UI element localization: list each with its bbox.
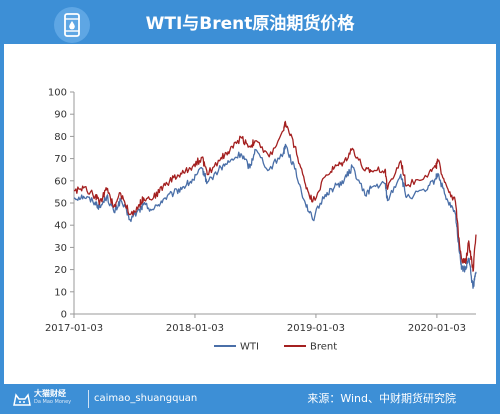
series-line-wti xyxy=(73,143,477,289)
line-chart: 0 10 20 30 40 50 60 70 80 90 100 2017-01-03 2018-01-… xyxy=(45,88,477,353)
y-tick-label: 40 xyxy=(54,221,67,232)
legend-label-brent: Brent xyxy=(310,342,337,353)
oil-barrel-icon xyxy=(54,7,90,43)
y-tick-label: 0 xyxy=(61,310,67,321)
cat-logo-icon xyxy=(13,393,31,406)
y-tick-label: 10 xyxy=(54,287,67,298)
y-tick-label: 70 xyxy=(54,154,67,165)
x-tick-label: 2018-01-03 xyxy=(166,323,224,334)
y-tick-label: 60 xyxy=(54,176,67,187)
y-tick-label: 20 xyxy=(54,265,67,276)
x-tick-label: 2019-01-03 xyxy=(287,323,345,334)
brand-name-en: Da Mao Money xyxy=(34,399,72,405)
footer-divider xyxy=(88,390,89,408)
chart-header: WTI与Brent原油期货价格 xyxy=(4,4,496,44)
x-tick-label: 2020-01-03 xyxy=(408,323,466,334)
y-tick-label: 80 xyxy=(54,132,67,143)
social-handle: caimao_shuangquan xyxy=(94,393,198,404)
footer-bar: 大猫财经 Da Mao Money caimao_shuangquan 来源：W… xyxy=(4,384,496,410)
y-tick-label: 100 xyxy=(48,88,67,99)
y-tick-label: 50 xyxy=(54,199,67,210)
x-tick-label: 2017-01-03 xyxy=(45,323,103,334)
y-tick-label: 30 xyxy=(54,243,67,254)
brand-name: 大猫财经 xyxy=(34,389,66,398)
y-tick-label: 90 xyxy=(54,110,67,121)
legend-label-wti: WTI xyxy=(240,342,259,353)
data-source: 来源：Wind、中财期货研究院 xyxy=(307,392,456,405)
chart-title: WTI与Brent原油期货价格 xyxy=(145,14,355,34)
series-line-brent xyxy=(73,120,477,272)
